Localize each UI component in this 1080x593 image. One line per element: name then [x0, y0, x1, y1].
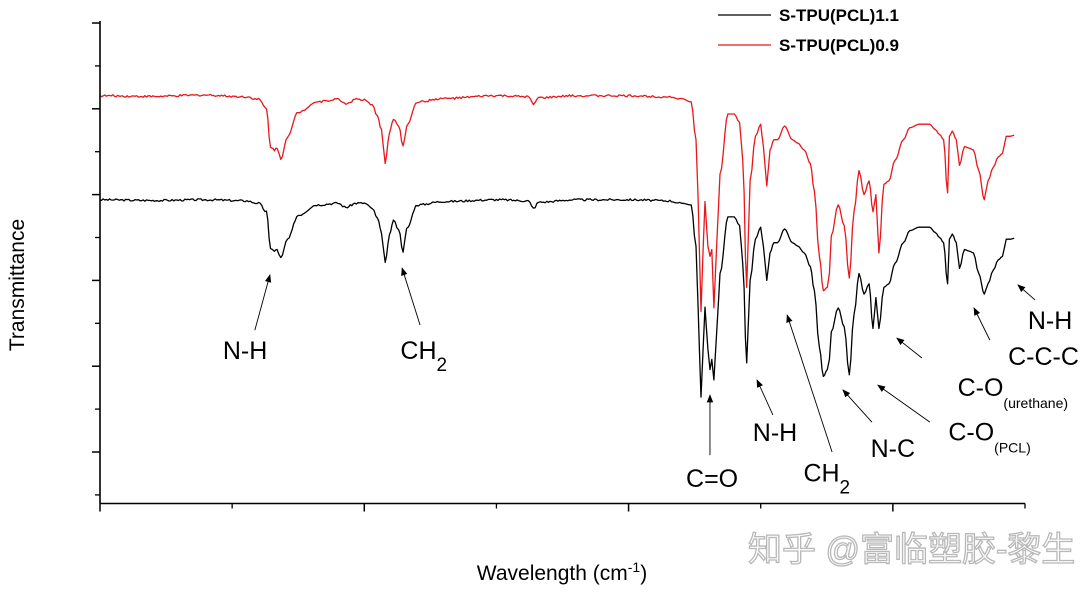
annotation-subscript: (urethane)	[1003, 395, 1068, 411]
series-line-s-tpu-0-9	[99, 93, 1015, 312]
legend-label-s-tpu-0-9: S-TPU(PCL)0.9	[779, 36, 899, 55]
annotation-subscript: 2	[840, 478, 851, 499]
annotation-subscript: 2	[437, 355, 448, 376]
annotation-text: C-O	[948, 418, 994, 446]
annotation-subscript: (PCL)	[994, 439, 1031, 455]
legend: S-TPU(PCL)1.1 S-TPU(PCL)0.9	[718, 6, 899, 55]
annotation-text: C-C-C	[1008, 343, 1079, 371]
annotation-label: N-H	[753, 419, 797, 447]
annotation-text: CH	[803, 460, 839, 488]
annotation-arrow	[896, 337, 923, 359]
annotation-label: C-O(urethane)	[958, 374, 1068, 411]
annotation-label: C-O(PCL)	[948, 418, 1030, 455]
annotation-label: CH2	[400, 337, 447, 376]
annotation-arrow	[842, 389, 873, 423]
series-layer	[99, 93, 1015, 398]
y-axis-title: Transmittance	[6, 219, 29, 351]
annotation-label: C=O	[686, 465, 738, 493]
series-line-s-tpu-1-1	[99, 198, 1015, 398]
annotation-text: N-H	[753, 419, 797, 447]
annotation-arrow	[786, 314, 833, 453]
annotation-label: CH2	[803, 460, 850, 499]
annotation-label: C-C-C	[1008, 343, 1079, 371]
annotation-label: N-C	[871, 435, 915, 463]
annotation-text: N-C	[871, 435, 915, 463]
annotation-text: CH	[400, 337, 436, 365]
annotations: N-H CH2C=ON-HCH2N-CC-O(PCL)C-O(urethane)C…	[223, 267, 1079, 499]
annotation-label: N-H	[223, 337, 267, 365]
annotation-text: C=O	[686, 465, 738, 493]
annotation-arrow	[973, 307, 991, 341]
annotation-label: N-H	[1028, 307, 1072, 335]
annotation-arrow	[1017, 284, 1036, 301]
legend-label-s-tpu-1-1: S-TPU(PCL)1.1	[779, 6, 899, 25]
watermark: 知乎 @富临塑胶-黎生	[748, 531, 1075, 569]
annotation-text: C-O	[958, 374, 1004, 402]
annotation-arrow	[254, 274, 272, 331]
annotation-text: N-H	[223, 337, 267, 365]
annotation-arrow	[877, 384, 931, 423]
axes	[92, 21, 1026, 512]
annotation-arrow	[401, 267, 421, 326]
x-axis-title: Wavelength (cm-1)	[477, 559, 647, 585]
annotation-arrow	[756, 379, 774, 416]
annotation-text: N-H	[1028, 307, 1072, 335]
